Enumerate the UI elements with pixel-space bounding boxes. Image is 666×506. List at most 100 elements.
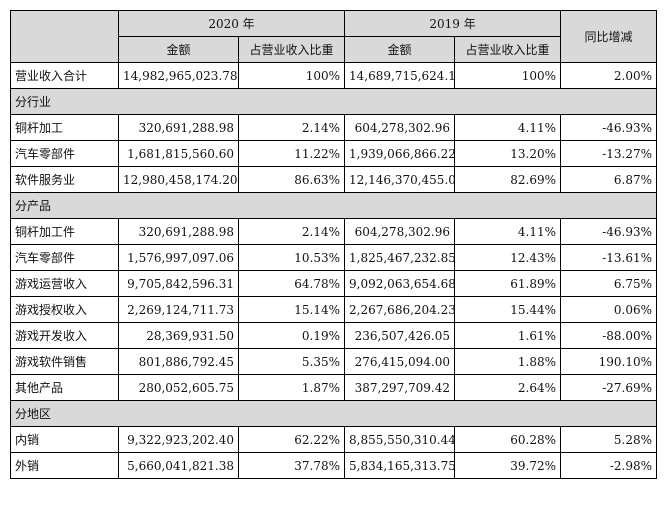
table-row: 游戏软件销售 801,886,792.45 5.35% 276,415,094.00 1… xyxy=(10,348,658,375)
amount-2019: 604,278,302.96 xyxy=(344,114,456,141)
share-2019: 12.43% xyxy=(454,244,562,271)
share-2019: 100% xyxy=(454,62,562,89)
share-2020: 10.53% xyxy=(237,244,346,271)
share-2020: 2.14% xyxy=(237,218,346,245)
share-2019: 4.11% xyxy=(454,114,562,141)
table-row: 游戏授权收入 2,269,124,711.73 15.14% 2,267,686,20… xyxy=(10,296,658,323)
table-row: 内销 9,322,923,202.40 62.22% 8,855,550,310.44… xyxy=(10,426,658,453)
share-2019: 1.61% xyxy=(454,322,562,349)
share-2020: 11.22% xyxy=(237,140,346,167)
yoy-change: 190.10% xyxy=(560,348,658,375)
amount-2020: 320,691,288.98 xyxy=(118,218,239,245)
revenue-composition-table: 2020 年 2019 年 同比增减 金额 占营业收入比重 金额 占营业收入比重… xyxy=(9,10,658,479)
amount-2020: 9,705,842,596.31 xyxy=(118,270,239,297)
amount-2019: 5,834,165,313.75 xyxy=(344,452,456,479)
header-year-2019: 2019 年 xyxy=(344,10,562,37)
amount-2019: 276,415,094.00 xyxy=(344,348,456,375)
total-row: 营业收入合计 14,982,965,023.78 100% 14,689,715… xyxy=(10,62,658,89)
share-2019: 61.89% xyxy=(454,270,562,297)
amount-2019: 14,689,715,624.19 xyxy=(344,62,456,89)
header-share-2020: 占营业收入比重 xyxy=(237,36,346,63)
share-2019: 82.69% xyxy=(454,166,562,193)
header-share-2019: 占营业收入比重 xyxy=(454,36,562,63)
row-label: 游戏运营收入 xyxy=(10,270,119,297)
header-year-2020: 2020 年 xyxy=(117,10,346,37)
amount-2019: 8,855,550,310.44 xyxy=(344,426,456,453)
share-2020: 64.78% xyxy=(237,270,346,297)
amount-2019: 604,278,302.96 xyxy=(344,218,456,245)
row-label: 内销 xyxy=(10,426,119,453)
share-2020: 100% xyxy=(237,62,346,89)
row-label: 游戏软件销售 xyxy=(10,348,119,375)
amount-2019: 12,146,370,455.01 xyxy=(344,166,456,193)
share-2020: 86.63% xyxy=(237,166,346,193)
header-amount-2019: 金额 xyxy=(344,36,456,63)
amount-2020: 1,681,815,560.60 xyxy=(118,140,239,167)
yoy-change: -46.93% xyxy=(560,218,658,245)
row-label: 汽车零部件 xyxy=(10,244,119,271)
amount-2020: 9,322,923,202.40 xyxy=(118,426,239,453)
table-row: 外销 5,660,041,821.38 37.78% 5,834,165,313.75… xyxy=(10,452,658,479)
amount-2020: 1,576,997,097.06 xyxy=(118,244,239,271)
table-row: 软件服务业 12,980,458,174.20 86.63% 12,146,370,4… xyxy=(10,166,658,193)
yoy-change: -13.61% xyxy=(560,244,658,271)
row-label: 其他产品 xyxy=(10,374,119,401)
row-label: 游戏开发收入 xyxy=(10,322,119,349)
amount-2020: 28,369,931.50 xyxy=(118,322,239,349)
share-2020: 37.78% xyxy=(237,452,346,479)
share-2019: 1.88% xyxy=(454,348,562,375)
section-row: 分行业 xyxy=(9,88,658,115)
share-2020: 5.35% xyxy=(237,348,346,375)
row-label: 软件服务业 xyxy=(10,166,119,193)
yoy-change: -2.98% xyxy=(560,452,658,479)
yoy-change: -27.69% xyxy=(560,374,658,401)
yoy-change: -13.27% xyxy=(560,140,658,167)
amount-2020: 5,660,041,821.38 xyxy=(118,452,239,479)
row-label: 营业收入合计 xyxy=(10,62,119,89)
share-2020: 1.87% xyxy=(237,374,346,401)
table-body: 营业收入合计 14,982,965,023.78 100% 14,689,715… xyxy=(9,62,658,479)
table-row: 其他产品 280,052,605.75 1.87% 387,297,709.42 2.6… xyxy=(10,374,658,401)
header-blank-cell xyxy=(10,10,119,63)
row-label: 外销 xyxy=(10,452,119,479)
amount-2019: 236,507,426.05 xyxy=(344,322,456,349)
yoy-change: 5.28% xyxy=(560,426,658,453)
amount-2019: 1,825,467,232.85 xyxy=(344,244,456,271)
yoy-change: -88.00% xyxy=(560,322,658,349)
yoy-change: 2.00% xyxy=(560,62,658,89)
share-2020: 15.14% xyxy=(237,296,346,323)
table-row: 铜杆加工 320,691,288.98 2.14% 604,278,302.96 4.1… xyxy=(10,114,658,141)
yoy-change: -46.93% xyxy=(560,114,658,141)
share-2019: 4.11% xyxy=(454,218,562,245)
share-2019: 60.28% xyxy=(454,426,562,453)
share-2019: 2.64% xyxy=(454,374,562,401)
row-label: 汽车零部件 xyxy=(10,140,119,167)
section-row: 分产品 xyxy=(9,192,658,219)
yoy-change: 0.06% xyxy=(560,296,658,323)
share-2019: 39.72% xyxy=(454,452,562,479)
yoy-change: 6.75% xyxy=(560,270,658,297)
row-label: 游戏授权收入 xyxy=(10,296,119,323)
amount-2020: 320,691,288.98 xyxy=(118,114,239,141)
amount-2019: 2,267,686,204.23 xyxy=(344,296,456,323)
amount-2019: 9,092,063,654.68 xyxy=(344,270,456,297)
amount-2020: 14,982,965,023.78 xyxy=(118,62,239,89)
header-amount-2020: 金额 xyxy=(118,36,239,63)
amount-2020: 12,980,458,174.20 xyxy=(118,166,239,193)
table-row: 铜杆加工件 320,691,288.98 2.14% 604,278,302.96 4.… xyxy=(10,218,658,245)
yoy-change: 6.87% xyxy=(560,166,658,193)
section-title: 分地区 xyxy=(9,400,658,427)
share-2020: 2.14% xyxy=(237,114,346,141)
section-row: 分地区 xyxy=(9,400,658,427)
row-label: 铜杆加工 xyxy=(10,114,119,141)
amount-2020: 2,269,124,711.73 xyxy=(118,296,239,323)
section-title: 分产品 xyxy=(9,192,658,219)
row-label: 铜杆加工件 xyxy=(10,218,119,245)
table-row: 游戏开发收入 28,369,931.50 0.19% 236,507,426.05 1.… xyxy=(10,322,658,349)
table-row: 汽车零部件 1,681,815,560.60 11.22% 1,939,066,866… xyxy=(10,140,658,167)
share-2019: 15.44% xyxy=(454,296,562,323)
amount-2020: 801,886,792.45 xyxy=(118,348,239,375)
table-header: 2020 年 2019 年 同比增减 金额 占营业收入比重 金额 占营业收入比重 xyxy=(10,10,658,63)
amount-2019: 1,939,066,866.22 xyxy=(344,140,456,167)
